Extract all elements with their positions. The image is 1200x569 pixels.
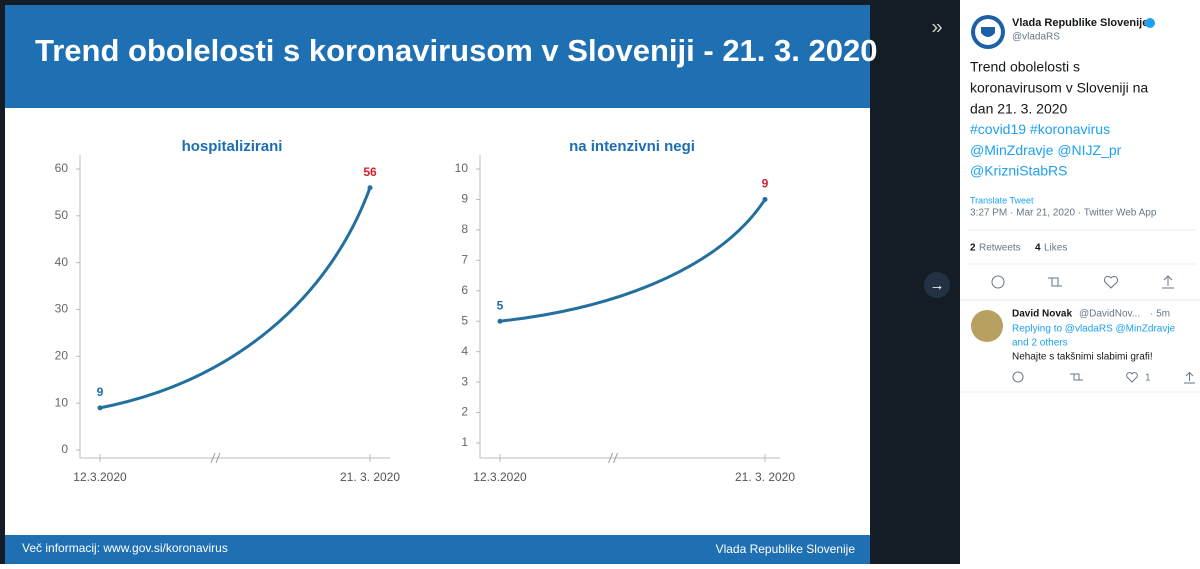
y-tick-label: 60: [55, 161, 69, 175]
reply-text: Nehajte s takšnimi slabimi grafi!: [1012, 352, 1153, 363]
x-tick-label: 21. 3. 2020: [340, 470, 400, 484]
like-icon[interactable]: [1103, 275, 1119, 289]
value-label: 5: [497, 298, 504, 312]
tweet-meta: 3:27 PM · Mar 21, 2020 · Twitter Web App: [970, 208, 1157, 219]
y-tick-label: 10: [455, 161, 469, 175]
y-tick-label: 40: [55, 255, 69, 269]
tweet-link[interactable]: #covid19 #koronavirus: [970, 121, 1110, 137]
next-arrow: →: [930, 277, 945, 294]
reply-like-count[interactable]: 1: [1145, 373, 1151, 384]
chart-title: hospitalizirani: [182, 138, 283, 155]
replying-to[interactable]: Replying to @vladaRS @MinZdravje: [1012, 324, 1176, 335]
y-tick-label: 50: [55, 208, 69, 222]
reply-avatar[interactable]: [971, 310, 1003, 342]
header-band: [5, 5, 870, 108]
y-tick-label: 6: [461, 283, 468, 297]
tweet-panel: [960, 0, 1200, 564]
y-tick-label: 20: [55, 349, 69, 363]
tweet-text: dan 21. 3. 2020: [970, 100, 1068, 116]
x-tick-label: 21. 3. 2020: [735, 470, 795, 484]
account-name[interactable]: Vlada Republike Slovenije: [1012, 17, 1148, 29]
x-tick-label: 12.3.2020: [73, 470, 127, 484]
next-button[interactable]: [924, 272, 950, 298]
tweet-text: koronavirusom v Sloveniji na: [970, 80, 1148, 96]
footer-left: Več informacij: www.gov.si/koronavirus: [22, 541, 228, 555]
value-label: 9: [97, 385, 104, 399]
value-label: 9: [762, 177, 769, 191]
share-icon[interactable]: [1184, 371, 1195, 384]
data-point: [762, 196, 768, 202]
value-label: 56: [363, 165, 377, 179]
y-tick-label: 9: [461, 192, 468, 206]
data-line: [99, 187, 372, 410]
tweet-link[interactable]: @KrizniStabRS: [970, 163, 1067, 179]
retweet-icon[interactable]: [1048, 277, 1062, 287]
y-tick-label: 30: [55, 302, 69, 316]
reply-handle[interactable]: @DavidNov...: [1079, 309, 1140, 320]
footer-band: [5, 535, 870, 564]
y-tick-label: 7: [461, 253, 468, 267]
data-point: [97, 405, 103, 411]
y-tick-label: 1: [461, 435, 468, 449]
like-icon[interactable]: [1126, 372, 1138, 383]
axis-break: [608, 452, 618, 464]
like-label[interactable]: Likes: [1044, 243, 1067, 254]
avatar-crest: [981, 27, 995, 37]
data-line: [499, 198, 767, 323]
y-tick-label: 10: [55, 395, 69, 409]
verified-badge: [1145, 18, 1155, 28]
y-tick-label: 3: [461, 374, 468, 388]
replying-to[interactable]: and 2 others: [1012, 338, 1068, 349]
data-point: [367, 185, 373, 191]
like-count[interactable]: 4: [1035, 243, 1041, 254]
collapse-icon[interactable]: »: [931, 16, 942, 38]
reply-name[interactable]: David Novak: [1012, 309, 1072, 320]
y-tick-label: 4: [461, 344, 468, 358]
y-tick-label: 5: [461, 313, 468, 327]
share-icon[interactable]: [1162, 275, 1174, 289]
reply-time: · 5m: [1150, 309, 1170, 320]
account-handle[interactable]: @vladaRS: [1012, 32, 1060, 43]
y-tick-label: 2: [461, 405, 468, 419]
retweet-icon[interactable]: [1070, 373, 1083, 381]
tweet-text: Trend obolelosti s: [970, 59, 1080, 75]
retweet-label[interactable]: Retweets: [979, 243, 1021, 254]
reply-icon[interactable]: [1012, 371, 1024, 383]
x-tick-label: 12.3.2020: [473, 470, 527, 484]
chart-title: na intenzivni negi: [569, 138, 695, 155]
axis-break: [210, 452, 221, 464]
translate-link[interactable]: Translate Tweet: [970, 195, 1034, 205]
y-tick-label: 8: [461, 222, 468, 236]
retweet-count[interactable]: 2: [970, 243, 976, 254]
data-point: [497, 318, 503, 324]
reply-icon[interactable]: [991, 275, 1005, 289]
image-title: Trend obolelosti s koronavirusom v Slove…: [35, 33, 877, 68]
tweet-link[interactable]: @MinZdravje @NIJZ_pr: [970, 142, 1122, 158]
y-tick-label: 0: [61, 442, 68, 456]
footer-right: Vlada Republike Slovenije: [716, 542, 856, 556]
